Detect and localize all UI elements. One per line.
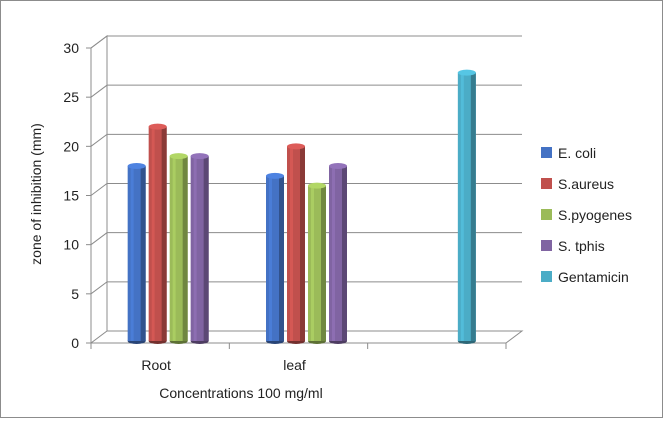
bar-highlight: [290, 146, 293, 341]
bar-shade: [342, 166, 347, 341]
bar-shade: [300, 146, 305, 341]
bar-top: [287, 143, 305, 150]
bar: [169, 153, 188, 344]
bar-highlight: [172, 156, 176, 341]
bar-top: [457, 69, 476, 76]
legend-item: E. coli: [541, 145, 596, 161]
legend-label: E. coli: [558, 145, 596, 161]
x-axis-label: Concentrations 100 mg/ml: [159, 385, 322, 401]
legend-swatch: [541, 271, 552, 282]
bar-highlight: [311, 185, 314, 341]
label-layer: zone of inhibition (mm) Concentrations 1…: [28, 123, 323, 401]
bar-shade: [321, 185, 326, 341]
y-tick-label: 30: [63, 40, 79, 56]
y-tick-label: 10: [63, 237, 79, 253]
bar-top: [266, 172, 284, 179]
legend-item: S.pyogenes: [541, 207, 632, 223]
y-tick-label: 0: [71, 335, 79, 351]
bar-highlight: [269, 175, 272, 341]
legend-item: S.aureus: [541, 176, 614, 192]
legend-swatch: [541, 178, 552, 189]
bar-highlight: [193, 156, 197, 341]
y-tick-label: 20: [63, 138, 79, 154]
bar-top: [169, 153, 188, 160]
x-tick-label: Root: [141, 357, 171, 373]
bar: [127, 163, 146, 344]
y-axis-label: zone of inhibition (mm): [28, 123, 44, 265]
y-tick-label: 5: [71, 286, 79, 302]
bar: [287, 143, 305, 344]
bar-top: [329, 163, 347, 169]
bar-top: [308, 182, 326, 189]
bar-highlight: [332, 166, 335, 341]
bar-shade: [203, 156, 209, 341]
bar-highlight: [130, 166, 134, 341]
legend-swatch: [541, 147, 552, 158]
bar: [190, 153, 209, 344]
legend-label: Gentamicin: [558, 269, 629, 285]
bar: [308, 182, 326, 344]
bar: [148, 123, 167, 344]
bar-top: [190, 153, 209, 160]
bar-shade: [140, 166, 146, 341]
legend-label: S. tphis: [558, 238, 605, 254]
bar-shade: [161, 126, 167, 342]
bar: [457, 69, 476, 344]
bar-top: [148, 123, 167, 130]
y-tick-label: 15: [63, 188, 79, 204]
bar-highlight: [151, 126, 155, 342]
x-tick-label: leaf: [283, 357, 306, 373]
legend-label: S.aureus: [558, 176, 614, 192]
legend-label: S.pyogenes: [558, 207, 632, 223]
bar-shade: [470, 72, 476, 341]
legend-item: S. tphis: [541, 238, 605, 254]
legend-swatch: [541, 209, 552, 220]
bar-shade: [182, 156, 188, 341]
y-tick-label: 25: [63, 89, 79, 105]
bar: [266, 172, 284, 344]
legend-swatch: [541, 240, 552, 251]
bar-top: [127, 163, 146, 169]
bar-highlight: [460, 72, 464, 341]
legend-item: Gentamicin: [541, 269, 629, 285]
bar: [329, 163, 347, 344]
bar-shade: [279, 175, 284, 341]
legend: E. coli S.aureus S.pyogenes S. tphis Gentami…: [541, 145, 632, 285]
bar-layer: [127, 69, 476, 344]
